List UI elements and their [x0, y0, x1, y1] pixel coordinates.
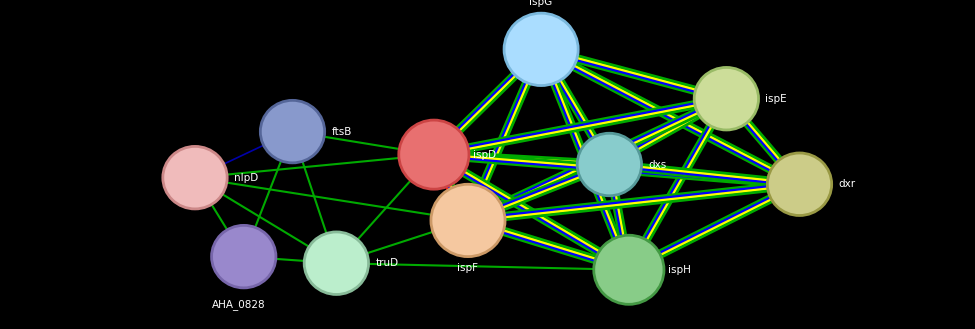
Ellipse shape [577, 133, 642, 196]
Text: ftsB: ftsB [332, 127, 352, 137]
Ellipse shape [504, 13, 578, 86]
Ellipse shape [212, 225, 276, 288]
Ellipse shape [260, 100, 325, 163]
Ellipse shape [594, 235, 664, 304]
Ellipse shape [431, 184, 505, 257]
Ellipse shape [399, 120, 469, 189]
Text: dxr: dxr [838, 179, 856, 189]
Ellipse shape [163, 146, 227, 209]
Text: ispD: ispD [473, 150, 496, 160]
Text: ispF: ispF [457, 263, 479, 273]
Text: nlpD: nlpD [234, 173, 258, 183]
Text: ispE: ispE [765, 94, 787, 104]
Text: truD: truD [375, 258, 399, 268]
Ellipse shape [767, 153, 832, 215]
Ellipse shape [304, 232, 369, 294]
Text: dxs: dxs [648, 160, 667, 169]
Text: ispG: ispG [529, 0, 553, 7]
Text: AHA_0828: AHA_0828 [213, 299, 265, 310]
Ellipse shape [694, 67, 759, 130]
Text: ispH: ispH [668, 265, 690, 275]
